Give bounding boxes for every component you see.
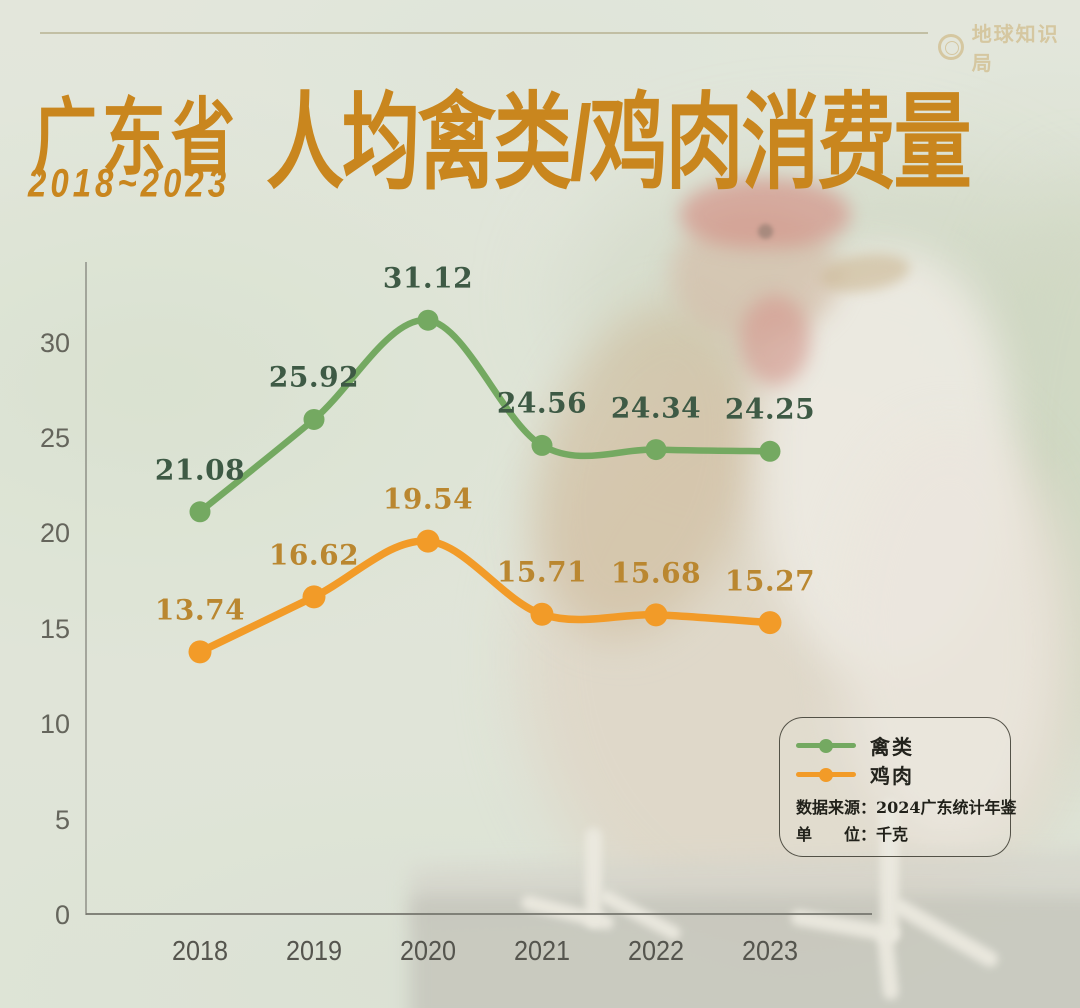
x-tick-2019: 2019 xyxy=(285,935,343,966)
poultry-dot-swatch xyxy=(819,738,833,753)
unit-note: 单 位：千克 xyxy=(796,825,909,844)
legend-item-chicken: 鸡肉 xyxy=(796,760,994,789)
value-label-禽类-2021: 24.56 xyxy=(496,386,588,420)
data-point-禽类-2023 xyxy=(759,440,781,462)
value-label-禽类-2018: 21.08 xyxy=(154,453,246,487)
y-tick-10: 10 xyxy=(39,709,70,740)
y-tick-30: 30 xyxy=(39,327,70,358)
chicken-dot-swatch xyxy=(819,767,833,782)
value-label-鸡肉-2018: 13.74 xyxy=(154,593,246,627)
brand-logo-text: 地球知识局 xyxy=(971,24,1060,75)
value-label-禽类-2019: 25.92 xyxy=(268,360,360,394)
data-point-鸡肉-2018 xyxy=(188,640,212,664)
y-tick-20: 20 xyxy=(39,518,70,549)
value-label-鸡肉-2019: 16.62 xyxy=(268,538,360,572)
y-tick-15: 15 xyxy=(39,613,70,644)
chicken-line-swatch xyxy=(796,767,856,782)
globe-logo-icon xyxy=(938,34,964,60)
data-point-禽类-2018 xyxy=(189,501,211,523)
value-label-禽类-2020: 31.12 xyxy=(382,261,474,295)
x-tick-2023: 2023 xyxy=(741,935,799,966)
data-point-禽类-2019 xyxy=(303,408,325,430)
y-tick-5: 5 xyxy=(54,804,70,835)
data-source-note: 数据来源：2024广东统计年鉴 xyxy=(796,798,1017,817)
data-point-禽类-2020 xyxy=(417,309,439,331)
header-divider-line xyxy=(40,32,928,34)
page-title: 人均禽类/鸡肉消费量 xyxy=(266,83,972,203)
poultry-line-swatch xyxy=(796,738,856,753)
value-label-鸡肉-2021: 15.71 xyxy=(496,555,588,589)
data-point-鸡肉-2022 xyxy=(644,603,668,627)
x-tick-2021: 2021 xyxy=(513,935,571,966)
x-tick-2020: 2020 xyxy=(399,935,457,966)
title-region: 广东省 xyxy=(33,90,240,186)
legend-label-chicken: 鸡肉 xyxy=(870,764,914,788)
y-tick-25: 25 xyxy=(39,423,70,453)
data-point-鸡肉-2020 xyxy=(416,529,440,553)
data-point-禽类-2021 xyxy=(531,434,553,456)
value-label-鸡肉-2023: 15.27 xyxy=(724,564,816,598)
brand-logo: 地球知识局 xyxy=(938,18,1080,76)
x-tick-2018: 2018 xyxy=(171,935,229,966)
title-year-range: 2018~2023 xyxy=(28,160,231,205)
chart-legend: 禽类 鸡肉 数据来源：2024广东统计年鉴 单 位：千克 xyxy=(779,717,1017,857)
legend-label-poultry: 禽类 xyxy=(870,735,914,759)
legend-item-poultry: 禽类 xyxy=(796,731,994,760)
value-label-鸡肉-2022: 15.68 xyxy=(610,556,702,590)
data-point-鸡肉-2023 xyxy=(758,611,782,635)
data-point-鸡肉-2021 xyxy=(530,602,554,626)
value-label-禽类-2022: 24.34 xyxy=(610,391,702,425)
y-tick-0: 0 xyxy=(54,900,70,930)
data-point-禽类-2022 xyxy=(645,439,667,461)
value-label-禽类-2023: 24.25 xyxy=(724,392,816,426)
x-tick-2022: 2022 xyxy=(627,935,685,966)
data-point-鸡肉-2019 xyxy=(302,585,326,609)
value-label-鸡肉-2020: 19.54 xyxy=(382,482,474,516)
